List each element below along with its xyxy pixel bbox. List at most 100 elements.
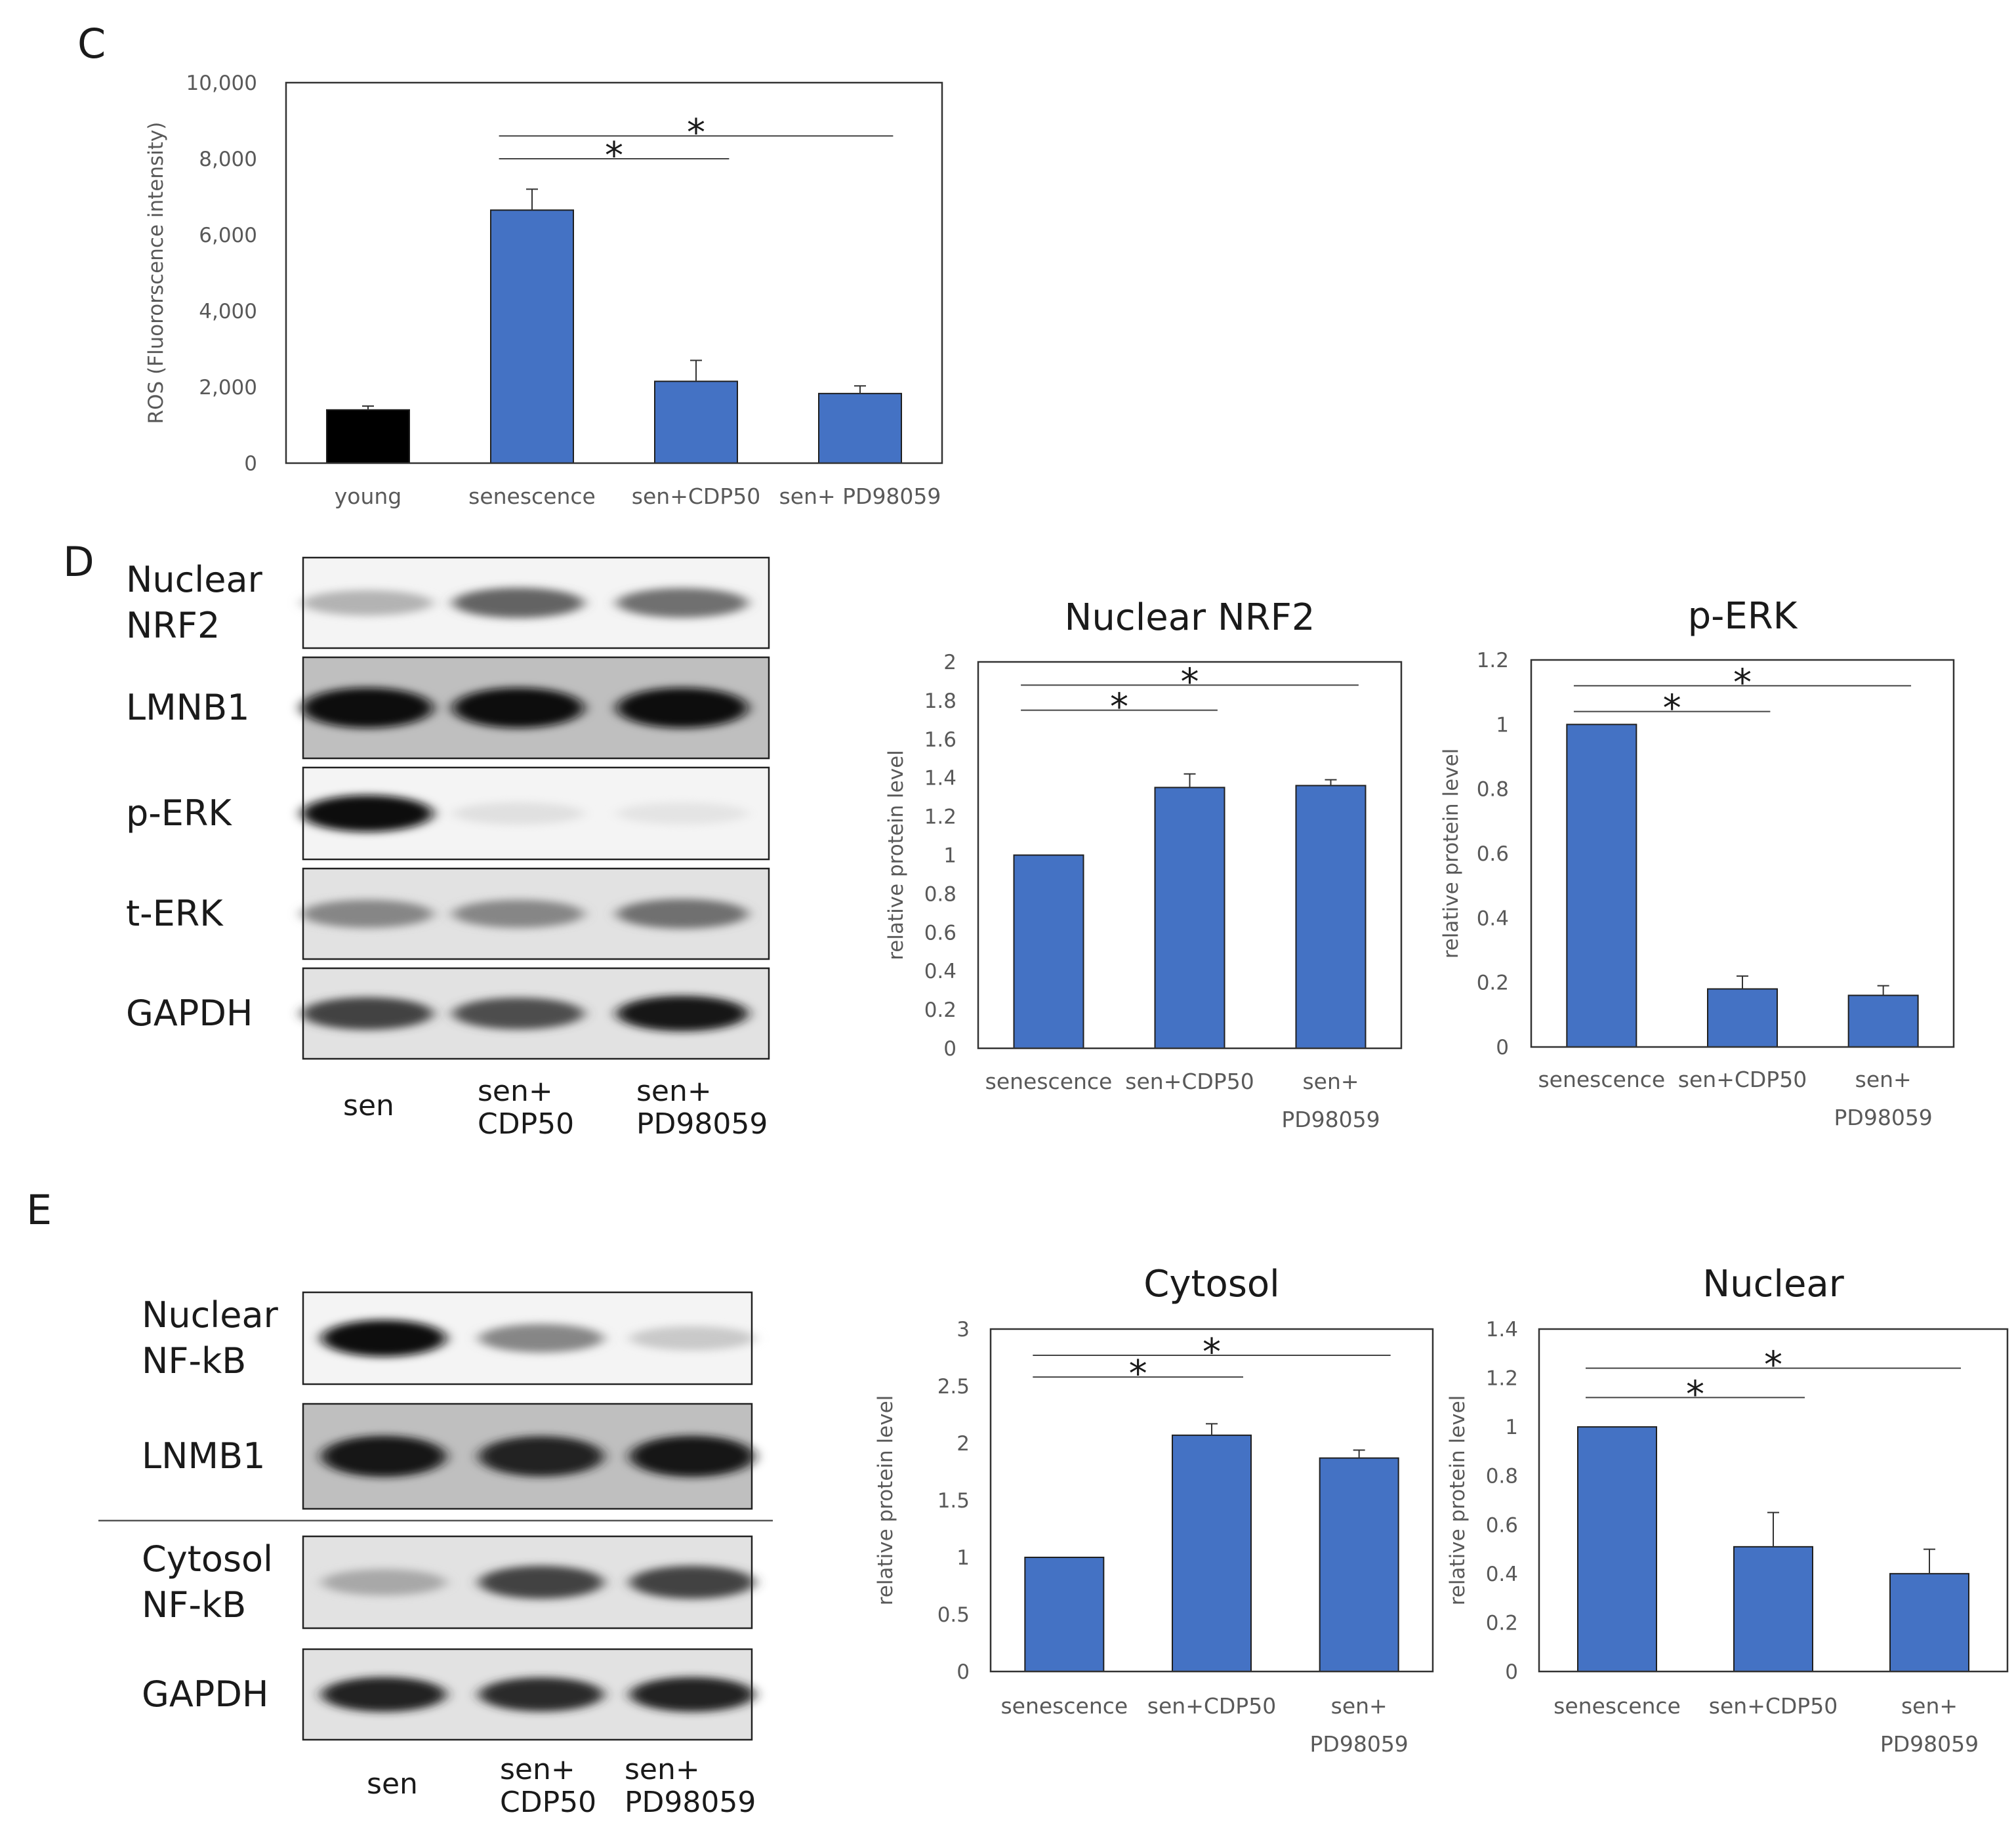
y-tick-label: 0.6 xyxy=(1486,1513,1518,1537)
y-tick-label: 0.2 xyxy=(1477,972,1509,995)
y-tick-label: 1.4 xyxy=(1486,1318,1518,1342)
blot-row-label: LNMB1 xyxy=(142,1435,265,1477)
blot-band xyxy=(479,1436,604,1477)
blot-frame xyxy=(302,867,770,960)
panel-label-d: D xyxy=(63,538,94,586)
y-tick-label: 3 xyxy=(957,1318,970,1342)
y-tick-label: 0.2 xyxy=(1486,1611,1518,1635)
plot-frame xyxy=(1530,659,1955,1048)
y-tick-label: 2,000 xyxy=(199,376,257,400)
significance-star: * xyxy=(1129,1353,1147,1395)
bar xyxy=(1577,1426,1657,1672)
lane-label: sen+ xyxy=(636,1075,712,1108)
blot-band xyxy=(479,1324,604,1353)
blot-band xyxy=(453,587,584,619)
blot-frame xyxy=(302,556,770,649)
chart-ros: ROS (Fluororscence intensity) 0 2,000 4,000… xyxy=(144,72,943,509)
blot-row-label: GAPDH xyxy=(126,993,253,1034)
chart-cytosol: Cytosol relative protein level 0 0.5 1 1.5 2 2.… xyxy=(874,1263,1434,1757)
significance-star: * xyxy=(1733,661,1752,704)
x-category-label: sen+CDP50 xyxy=(1125,1069,1254,1094)
y-tick-label: 6,000 xyxy=(199,224,257,247)
x-category-label: sen+ xyxy=(1855,1067,1912,1092)
blot-row-label: Nuclear xyxy=(142,1294,279,1336)
significance-star: * xyxy=(1203,1331,1221,1374)
lane-label: sen xyxy=(367,1767,418,1801)
y-tick-label: 1.6 xyxy=(924,728,957,752)
blot-frame xyxy=(302,656,770,760)
blot-band xyxy=(302,997,433,1030)
y-tick-label: 2.5 xyxy=(937,1375,970,1399)
lane-label: sen xyxy=(343,1089,394,1122)
bar xyxy=(490,209,574,464)
x-category-label: PD98059 xyxy=(1880,1731,1979,1757)
blot-band xyxy=(630,1565,754,1599)
significance-star: * xyxy=(1764,1344,1782,1387)
panel-label-e: E xyxy=(26,1186,52,1234)
y-tick-label: 1 xyxy=(957,1546,970,1570)
blot-band xyxy=(321,1677,446,1712)
y-tick-label: 2 xyxy=(957,1432,970,1456)
blot-row-label: t-ERK xyxy=(126,893,224,934)
blot-row: LMNB1 xyxy=(126,656,770,760)
bar xyxy=(1707,988,1778,1048)
blot-row-label: Nuclear xyxy=(126,559,263,600)
x-category-label: senescence xyxy=(985,1069,1113,1094)
bar xyxy=(654,380,738,464)
blot-band xyxy=(479,1677,604,1712)
chart-title: Nuclear xyxy=(1702,1263,1845,1305)
bar xyxy=(1566,724,1637,1048)
y-tick-label: 1.5 xyxy=(937,1489,970,1513)
y-tick-label: 8,000 xyxy=(199,148,257,171)
x-category-label: senescence xyxy=(468,483,596,509)
x-category-label: sen+CDP50 xyxy=(1147,1693,1276,1719)
blot-row: GAPDH xyxy=(142,1648,754,1741)
blot-band xyxy=(453,997,584,1030)
chart-nuclear: Nuclear relative protein level 0 0.2 0.4 0.6 0… xyxy=(1446,1263,2009,1757)
blot-band xyxy=(302,687,433,728)
lane-label: CDP50 xyxy=(500,1786,596,1819)
bar xyxy=(1295,785,1367,1049)
y-tick-label: 0.4 xyxy=(1477,907,1509,930)
x-category-label: young xyxy=(335,483,402,509)
blot-row-label: LMNB1 xyxy=(126,687,249,728)
plot-frame xyxy=(977,661,1403,1050)
plot-frame xyxy=(285,81,943,464)
x-category-label: sen+CDP50 xyxy=(632,483,760,509)
significance-star: * xyxy=(1663,687,1681,730)
y-tick-label: 0.4 xyxy=(924,960,957,983)
blot-band xyxy=(617,687,748,728)
x-category-label: PD98059 xyxy=(1281,1107,1380,1132)
blot-frame xyxy=(302,766,770,861)
x-category-label: senescence xyxy=(1000,1693,1128,1719)
blot-row-label: NRF2 xyxy=(126,605,220,646)
plot-frame xyxy=(989,1328,1434,1673)
blot-band xyxy=(617,588,748,618)
y-tick-label: 0 xyxy=(244,452,257,476)
x-category-label: senescence xyxy=(1538,1067,1665,1092)
blot-band xyxy=(302,795,433,832)
y-tick-label: 0 xyxy=(957,1660,970,1684)
lane-label: sen+ xyxy=(625,1753,700,1786)
bar xyxy=(1024,1557,1105,1672)
y-tick-label: 4,000 xyxy=(199,300,257,323)
x-category-label: PD98059 xyxy=(1310,1731,1409,1757)
y-tick-label: 1.2 xyxy=(1477,649,1509,672)
y-tick-label: 0.5 xyxy=(937,1603,970,1627)
bar xyxy=(1319,1457,1399,1673)
blot-band xyxy=(321,1320,446,1357)
lane-label: CDP50 xyxy=(478,1107,574,1141)
x-category-label: senescence xyxy=(1553,1693,1681,1719)
bar xyxy=(1847,995,1919,1048)
y-tick-label: 1.4 xyxy=(924,767,957,790)
y-axis-label: relative protein level xyxy=(1446,1395,1470,1606)
blot-row: t-ERK xyxy=(126,867,770,960)
y-axis-label: relative protein level xyxy=(1439,748,1463,959)
blot-row-label: NF-kB xyxy=(142,1340,246,1382)
y-tick-label: 0.6 xyxy=(924,921,957,945)
x-category-label: sen+CDP50 xyxy=(1678,1067,1807,1092)
x-category-label: sen+ PD98059 xyxy=(779,483,941,509)
